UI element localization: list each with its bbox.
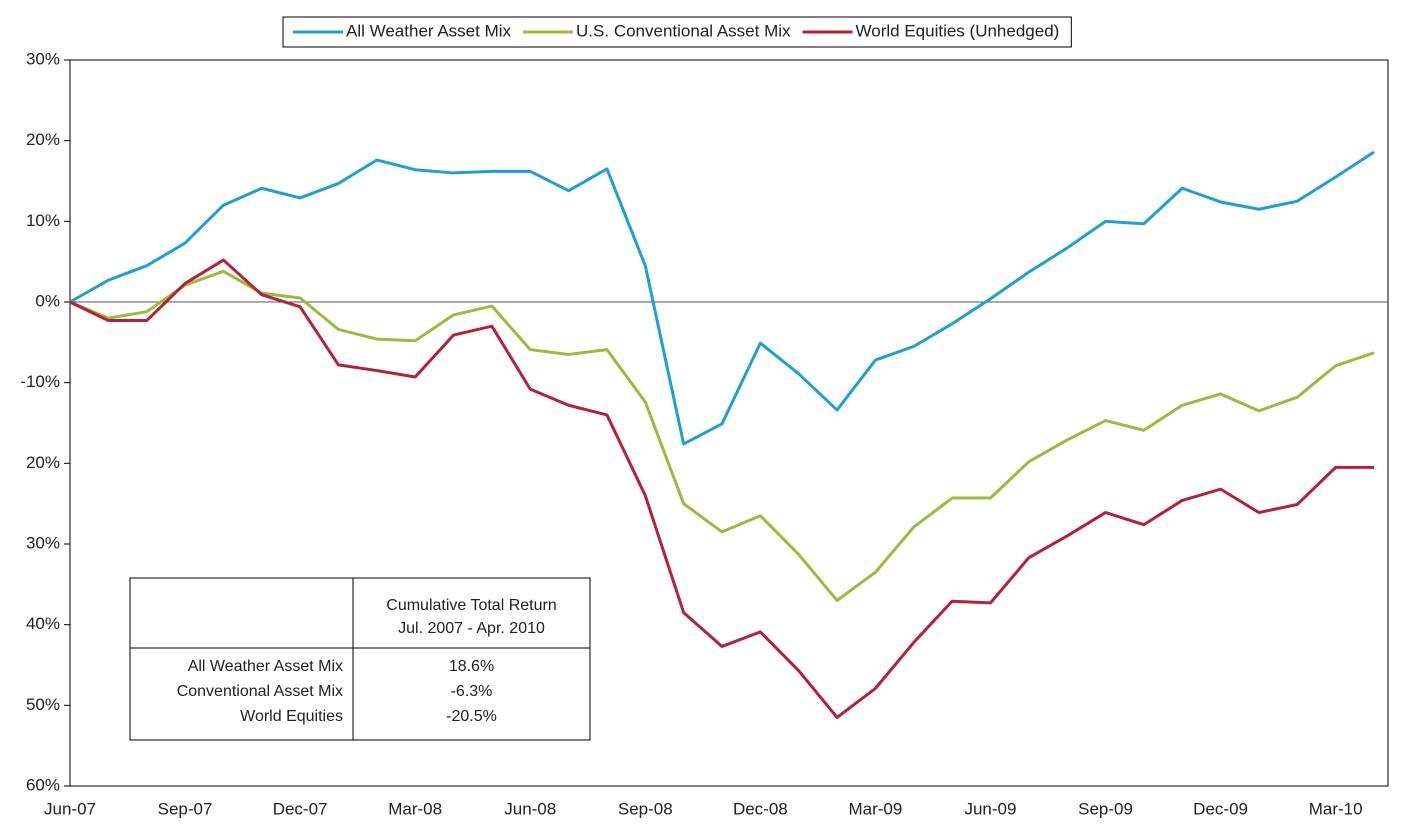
plot-frame: [69, 59, 1389, 787]
y-tick-label: 20%: [26, 453, 60, 472]
x-tick-label: Sep-07: [158, 799, 213, 818]
y-tick-label: 40%: [26, 614, 60, 633]
y-tick-label: 30%: [26, 49, 60, 68]
summary-table: Cumulative Total Return Jul. 2007 - Apr. …: [129, 577, 591, 741]
table-cell: 18.6%: [449, 658, 494, 675]
table-header: Cumulative Total Return: [386, 597, 556, 614]
x-tick-label: Jun-07: [44, 799, 96, 818]
y-tick-label: 10%: [26, 211, 60, 230]
x-tick-label: Mar-09: [848, 799, 902, 818]
table-cell: -6.3%: [451, 683, 493, 700]
legend-label: World Equities (Unhedged): [856, 21, 1060, 40]
y-tick-label: 50%: [26, 695, 60, 714]
x-tick-label: Dec-09: [1193, 799, 1248, 818]
series-line: [69, 258, 1374, 719]
legend-label: All Weather Asset Mix: [346, 21, 512, 40]
x-tick-label: Jun-09: [964, 799, 1016, 818]
y-tick-label: 60%: [26, 775, 60, 794]
table-row-label: All Weather Asset Mix: [188, 658, 343, 675]
series-line: [69, 269, 1375, 602]
x-tick-label: Mar-08: [388, 799, 442, 818]
table-row-label: World Equities: [240, 708, 343, 725]
x-tick-label: Dec-07: [273, 799, 328, 818]
x-tick-label: Sep-08: [618, 799, 673, 818]
y-tick-label: 20%: [26, 130, 60, 149]
y-tick-label: -10%: [20, 372, 60, 391]
legend: All Weather Asset Mix U.S. Conventional A…: [282, 16, 1072, 48]
table-frame: [129, 577, 591, 741]
table-row-label: Conventional Asset Mix: [177, 683, 343, 700]
series-line: [69, 150, 1375, 446]
x-tick-label: Jun-08: [504, 799, 556, 818]
legend-label: U.S. Conventional Asset Mix: [576, 21, 791, 40]
x-tick-label: Sep-09: [1078, 799, 1133, 818]
x-tick-label: Dec-08: [733, 799, 788, 818]
table-header: Jul. 2007 - Apr. 2010: [398, 620, 545, 637]
legend-box: [282, 16, 1072, 48]
table-cell: -20.5%: [446, 708, 497, 725]
y-tick-label: 30%: [26, 533, 60, 552]
x-tick-label: Mar-10: [1309, 799, 1363, 818]
y-tick-label: 0%: [35, 291, 60, 310]
